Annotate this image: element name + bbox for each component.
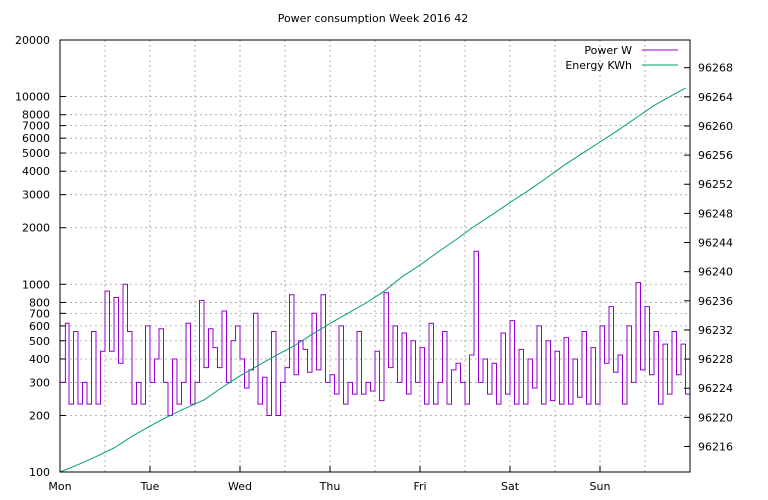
right-tick-label: 96268 xyxy=(698,62,733,75)
x-tick-label: Sun xyxy=(590,480,611,493)
series-line-energy xyxy=(59,87,686,473)
series-layer xyxy=(59,87,690,473)
right-tick-label: 96248 xyxy=(698,207,733,220)
left-tick-label: 8000 xyxy=(22,109,50,122)
left-tick-label: 700 xyxy=(29,307,50,320)
right-tick-label: 96236 xyxy=(698,295,733,308)
x-tick-label: Thu xyxy=(319,480,341,493)
right-tick-label: 96224 xyxy=(698,382,733,395)
right-tick-label: 96252 xyxy=(698,178,733,191)
left-tick-label: 500 xyxy=(29,335,50,348)
x-tick-label: Sat xyxy=(501,480,520,493)
left-tick-label: 2000 xyxy=(22,222,50,235)
series-line-power xyxy=(60,250,690,416)
plot-frame xyxy=(59,39,691,473)
right-tick-label: 96220 xyxy=(698,411,733,424)
x-tick-label: Tue xyxy=(140,480,160,493)
left-tick-label: 200 xyxy=(29,409,50,422)
right-tick-label: 96264 xyxy=(698,91,733,104)
left-tick-label: 400 xyxy=(29,353,50,366)
right-tick-label: 96228 xyxy=(698,353,733,366)
legend-label: Power W xyxy=(584,44,632,57)
left-tick-label: 3000 xyxy=(22,189,50,202)
left-tick-label: 7000 xyxy=(22,120,50,133)
left-tick-label: 4000 xyxy=(22,165,50,178)
left-tick-label: 800 xyxy=(29,296,50,309)
x-tick-label: Wed xyxy=(228,480,252,493)
right-tick-label: 96232 xyxy=(698,324,733,337)
x-tick-label: Fri xyxy=(413,480,426,493)
left-tick-label: 20000 xyxy=(15,34,50,47)
legend-label: Energy KWh xyxy=(565,59,632,72)
left-tick-label: 1000 xyxy=(22,278,50,291)
right-tick-label: 96260 xyxy=(698,120,733,133)
right-tick-label: 96244 xyxy=(698,237,733,250)
right-tick-label: 96240 xyxy=(698,266,733,279)
right-axis: 96216 96220 96224 96228 96232 96236 96240 96244… xyxy=(684,62,733,454)
left-tick-label: 100 xyxy=(29,466,50,479)
legend: Power W Energy KWh xyxy=(565,44,678,72)
left-tick-label: 300 xyxy=(29,376,50,389)
x-tick-label: Mon xyxy=(48,480,71,493)
x-axis: Mon Tue Wed Thu Fri Sat Sun xyxy=(48,466,610,493)
right-tick-label: 96216 xyxy=(698,441,733,454)
left-tick-label: 5000 xyxy=(22,147,50,160)
chart-title: Power consumption Week 2016 42 xyxy=(278,12,469,25)
grid xyxy=(60,40,690,472)
left-tick-label: 600 xyxy=(29,320,50,333)
right-tick-label: 96256 xyxy=(698,149,733,162)
left-tick-label: 10000 xyxy=(15,91,50,104)
left-tick-label: 6000 xyxy=(22,132,50,145)
